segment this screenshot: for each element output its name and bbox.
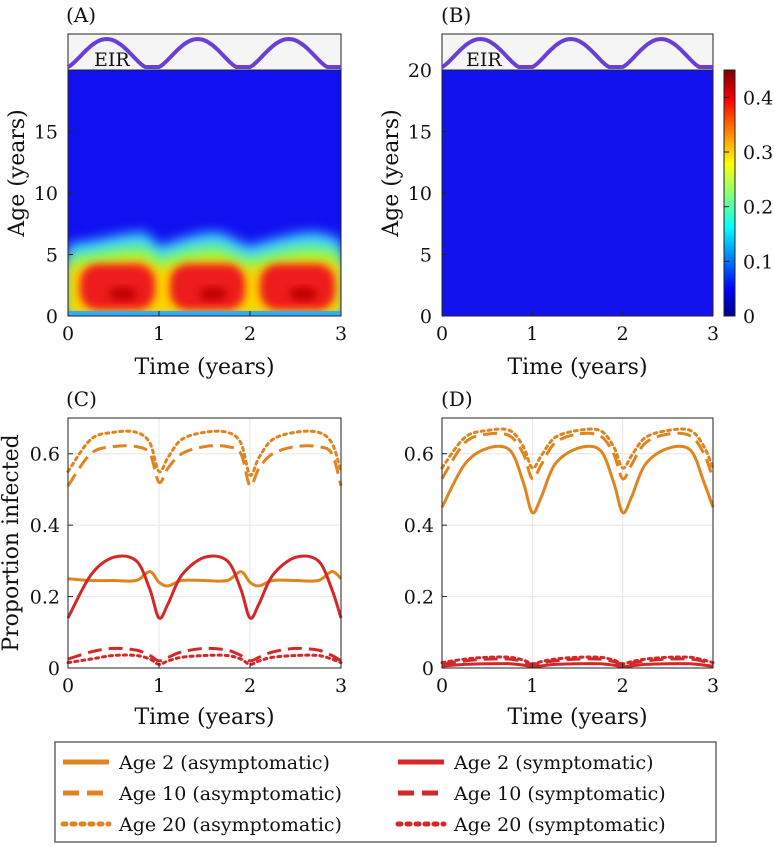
panel-b-axes: 0 1 2 3 0 5 10 15 20 Time (years) Age (years) (379, 60, 719, 380)
panel-a-eir-label: EIR (94, 49, 130, 71)
panel-a-eir-line (67, 36, 341, 69)
panel-d-xtick-label: 2 (617, 675, 629, 697)
panel-a-core-3 (289, 287, 317, 301)
panel-a-heat-field (68, 232, 341, 316)
panel-b-ytick-label: 15 (408, 122, 432, 144)
panel-c-ytick-label: 0.2 (30, 587, 60, 609)
panel-c-ylabel: Proportion infected (0, 434, 24, 651)
panel-a-ytick-label: 15 (34, 122, 58, 144)
panel-c-frame (67, 417, 342, 669)
panel-b-heat-bg (441, 69, 714, 317)
panel-c-xlabel: Time (years) (134, 705, 274, 730)
panel-b-eir-line (441, 36, 713, 69)
panel-a-hotspot-3 (260, 264, 335, 310)
panel-a-label: (A) (66, 3, 96, 27)
panel-c-ytick-label: 0.4 (30, 515, 60, 537)
panel-d-xlabel: Time (years) (507, 705, 647, 730)
panel-b-xtick-label: 0 (436, 323, 448, 345)
panel-a-heatmap: EIR (67, 33, 342, 317)
panel-c-ytick-label: 0.6 (30, 444, 60, 466)
panel-b-xtick-label: 3 (707, 323, 719, 345)
legend-label-0: Age 2 (asymptomatic) (118, 752, 330, 774)
legend-label-4: Age 20 (asymptomatic) (118, 814, 342, 836)
colorbar-tick-label: 0.2 (743, 197, 773, 219)
panel-c-xtick-label: 0 (62, 675, 74, 697)
panel-a-ytick-label: 5 (46, 245, 58, 267)
panel-b-xlabel: Time (years) (507, 355, 647, 380)
panel-c-series-1 (66, 444, 343, 488)
panel-d-xtick-label: 0 (436, 675, 448, 697)
colorbar-gradient (723, 69, 736, 317)
panel-a-axes: 0 1 2 3 0 5 10 15 Time (years) Age (years) (5, 109, 347, 380)
panel-c-series-0 (67, 570, 343, 588)
panel-c-xtick-label: 2 (244, 675, 256, 697)
panel-b-eir-label: EIR (466, 49, 502, 71)
panel-c-plot: 0 1 2 3 0 0.2 0.4 0.6 Time (years) Proportion inf… (0, 417, 347, 730)
panel-d-border (441, 417, 714, 669)
panel-d-ytick-label: 0 (422, 658, 434, 680)
legend-box (54, 741, 717, 843)
panel-d-series-1 (440, 431, 715, 481)
panel-c-label: (C) (66, 387, 97, 411)
colorbar-tick-label: 0 (743, 306, 755, 328)
panel-c-border (67, 417, 342, 669)
panel-d-label: (D) (441, 387, 473, 411)
legend-label-2: Age 10 (asymptomatic) (118, 783, 342, 805)
panel-d-ytick-label: 0.6 (404, 444, 434, 466)
panel-a-ylabel: Age (years) (5, 109, 30, 238)
panel-d-plot: 0 1 2 3 0 0.2 0.4 0.6 Time (years) (404, 417, 719, 730)
panel-b-ytick-label: 10 (408, 183, 432, 205)
panel-b-ytick-label: 0 (420, 306, 432, 328)
panel-a-xtick-label: 2 (244, 323, 256, 345)
colorbar-tick-label: 0.4 (743, 87, 773, 109)
panel-b-xtick-label: 2 (617, 323, 629, 345)
colorbar-tick-label: 0.1 (743, 251, 773, 273)
panel-d-series-4 (441, 657, 714, 666)
panel-d-xtick-label: 3 (707, 675, 719, 697)
panel-c-series-2 (66, 429, 343, 477)
panel-b-ytick-label: 20 (408, 60, 432, 82)
legend-label-3: Age 10 (symptomatic) (453, 783, 666, 805)
panel-d-series-3 (441, 662, 714, 669)
panel-b-xtick-label: 1 (526, 323, 538, 345)
panel-c-series-5 (66, 653, 343, 666)
colorbar: 0 0.1 0.2 0.3 0.4 (723, 69, 773, 328)
panel-b-ylabel: Age (years) (379, 109, 404, 238)
panel-a-xlabel: Time (years) (134, 355, 274, 380)
legend-label-5: Age 20 (symptomatic) (453, 814, 666, 836)
panel-d-xtick-label: 1 (526, 675, 538, 697)
panel-a-bottom-band (68, 311, 341, 316)
legend-label-1: Age 2 (symptomatic) (453, 752, 654, 774)
colorbar-tick-label: 0.3 (743, 142, 773, 164)
panel-b-label: (B) (441, 3, 471, 27)
panel-b-heatmap: EIR (441, 33, 714, 317)
panel-d-frame (441, 417, 714, 669)
panel-a-xtick-label: 0 (62, 323, 74, 345)
panel-b-ytick-label: 5 (420, 245, 432, 267)
panel-d-ytick-label: 0.4 (404, 515, 434, 537)
panel-a-hotspot-2 (170, 264, 245, 310)
panel-d-series-2 (440, 427, 715, 470)
panel-c-xtick-label: 1 (153, 675, 165, 697)
panel-c-series-3 (66, 554, 343, 620)
legend: Age 2 (asymptomatic) Age 2 (symptomatic) A… (54, 741, 717, 843)
panel-c-series-4 (67, 646, 342, 663)
panel-a-xtick-label: 3 (335, 323, 347, 345)
panel-a-ytick-label: 10 (34, 183, 58, 205)
panel-a-hotspot-1 (80, 264, 155, 310)
panel-d-ytick-label: 0.2 (404, 587, 434, 609)
panel-a-ytick-label: 0 (46, 306, 58, 328)
panel-a-core-2 (199, 287, 227, 301)
panel-a-core-1 (109, 287, 137, 301)
panel-d-series-0 (440, 444, 715, 515)
panel-d-series-5 (440, 655, 715, 666)
panel-a-xtick-label: 1 (153, 323, 165, 345)
panel-c-ytick-label: 0 (48, 658, 60, 680)
panel-c-xtick-label: 3 (335, 675, 347, 697)
colorbar-ticks: 0 0.1 0.2 0.3 0.4 (724, 87, 773, 328)
